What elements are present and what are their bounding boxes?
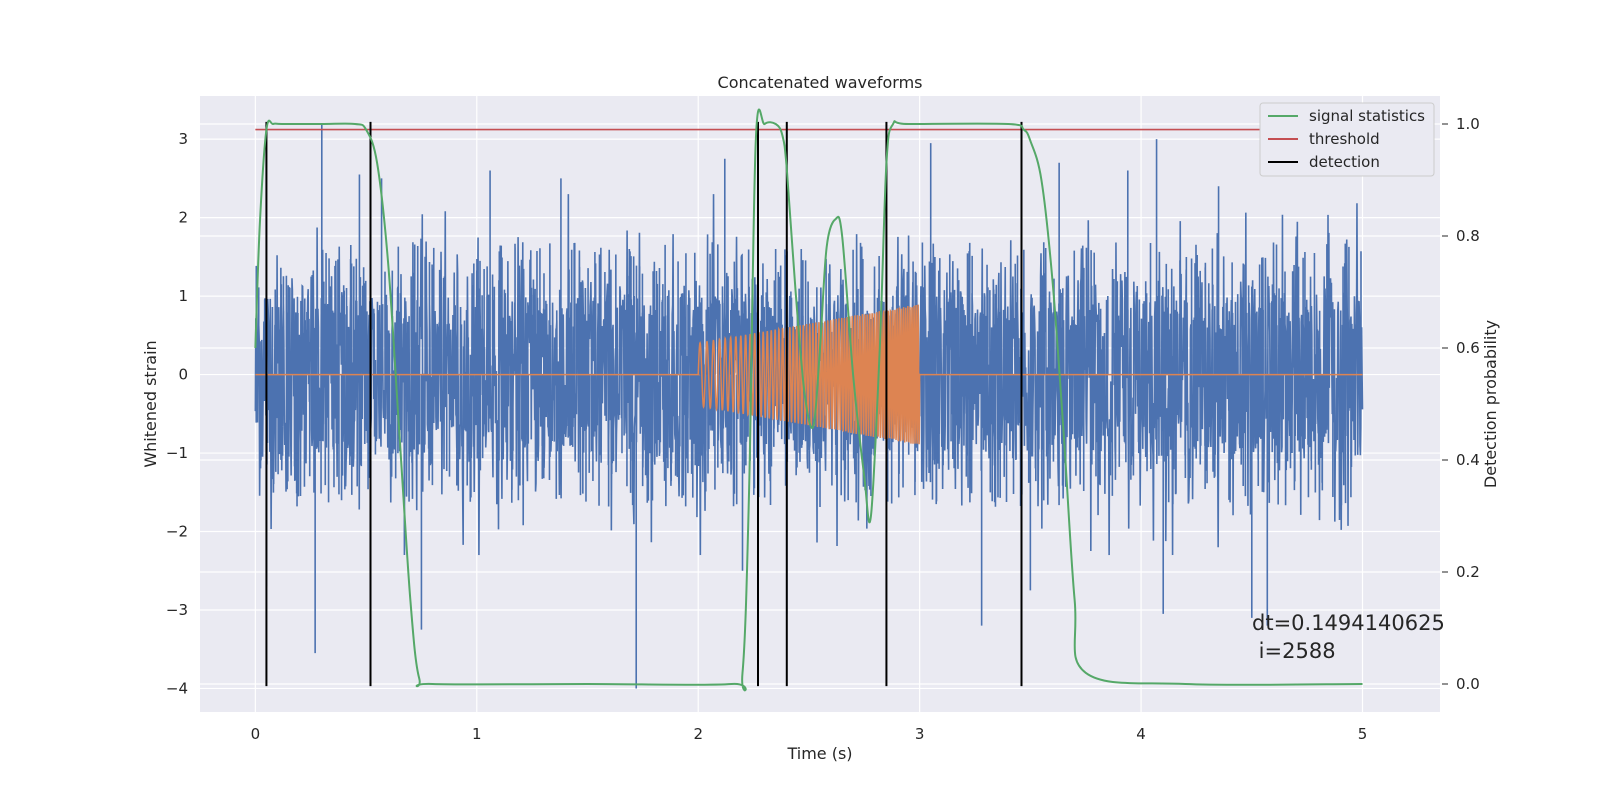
legend-label-threshold: threshold xyxy=(1309,130,1380,148)
annotation-i: i=2588 xyxy=(1252,639,1336,663)
legend-box xyxy=(1259,102,1435,177)
x-tick-label: 0 xyxy=(251,725,261,743)
x-axis-label: Time (s) xyxy=(786,744,852,763)
y-tick-label: −4 xyxy=(166,679,188,697)
y2-tick-label: 0.4 xyxy=(1456,451,1480,469)
y2-tick-labels: 1.0 0.8 0.6 0.4 0.2 0.0 xyxy=(1442,115,1480,693)
plot-area xyxy=(254,108,1364,692)
y-tick-label: 2 xyxy=(178,209,188,227)
x-tick-labels: 0 1 2 3 4 5 xyxy=(251,725,1368,743)
annotation-dt: dt=0.1494140625 xyxy=(1252,611,1445,635)
y-tick-label: 1 xyxy=(178,287,188,305)
y-axis-label: Whitened strain xyxy=(141,340,160,467)
y-tick-label: −1 xyxy=(166,444,188,462)
y2-axis-label: Detection probability xyxy=(1481,320,1500,488)
detection-series xyxy=(265,121,1023,687)
legend: signal statistics threshold detection xyxy=(1259,102,1435,177)
signal-statistics-line xyxy=(254,108,1363,692)
y2-tick-label: 0.2 xyxy=(1456,563,1480,581)
y-tick-label: −2 xyxy=(166,523,188,541)
y-tick-labels: 3 2 1 0 −1 −2 −3 −4 xyxy=(166,130,188,697)
x-tick-label: 4 xyxy=(1136,725,1146,743)
y2-tick-label: 0.8 xyxy=(1456,227,1480,245)
x-tick-label: 1 xyxy=(472,725,482,743)
chart-title: Concatenated waveforms xyxy=(718,73,923,92)
annotation: dt=0.1494140625 i=2588 xyxy=(1252,611,1445,663)
x-tick-label: 2 xyxy=(693,725,703,743)
x-tick-label: 5 xyxy=(1358,725,1368,743)
injection-line xyxy=(255,304,1363,445)
legend-label-signal-statistics: signal statistics xyxy=(1309,107,1425,125)
y2-tick-label: 0.0 xyxy=(1456,675,1480,693)
x-tick-label: 3 xyxy=(915,725,925,743)
y2-tick-label: 0.6 xyxy=(1456,339,1480,357)
y-tick-label: 0 xyxy=(178,366,188,384)
signal-statistics-series xyxy=(254,108,1363,692)
legend-label-detection: detection xyxy=(1309,153,1380,171)
y-tick-label: 3 xyxy=(178,130,188,148)
y2-tick-label: 1.0 xyxy=(1456,115,1480,133)
y-tick-label: −3 xyxy=(166,601,188,619)
injection-series xyxy=(255,304,1363,445)
